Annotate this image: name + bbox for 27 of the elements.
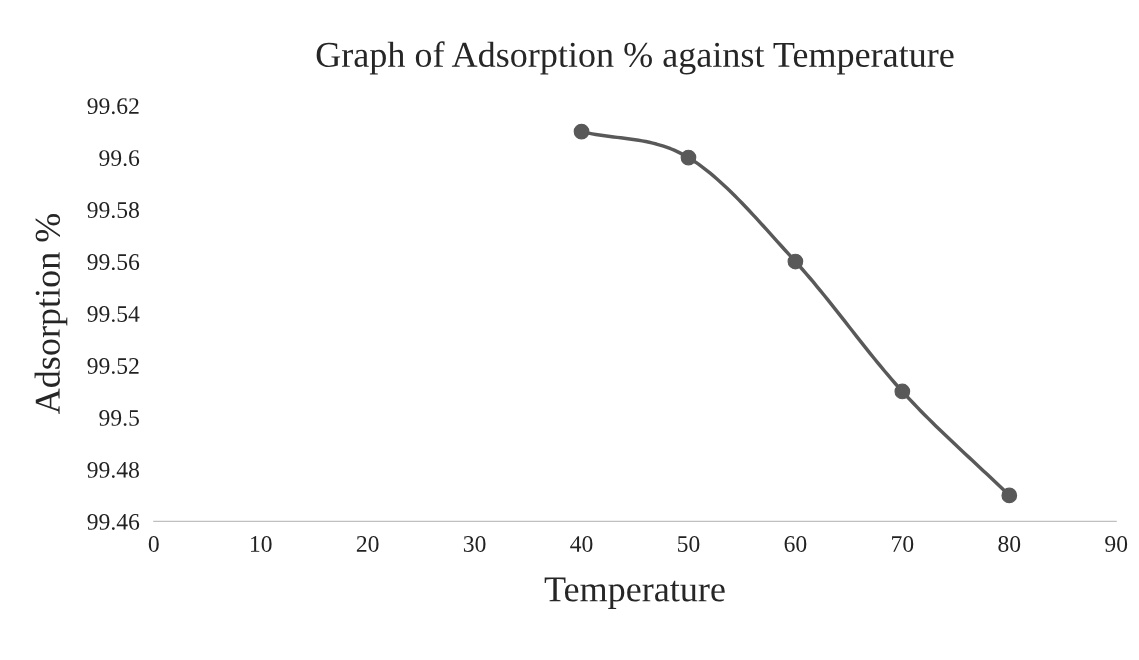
point — [787, 253, 804, 270]
y-tick-label: 99.52 — [87, 358, 139, 374]
x-tick-label: 60 — [784, 535, 807, 552]
x-tick-label: 10 — [250, 535, 272, 552]
y-tick-label: 99.5 — [99, 410, 139, 426]
y-axis-title: Adsorption % — [34, 213, 68, 414]
y-tick-label: 99.56 — [87, 254, 140, 271]
y-tick-label: 99.58 — [87, 202, 139, 219]
y-tick-label: 99.62 — [87, 98, 139, 115]
x-tick-label: 0 — [148, 535, 159, 552]
point — [1001, 487, 1018, 504]
point — [573, 123, 590, 140]
y-tick-label: 99.46 — [87, 513, 140, 530]
x-tick-label: 30 — [463, 535, 486, 552]
x-tick-label: 50 — [678, 535, 700, 552]
x-tick-label: 90 — [1105, 535, 1128, 552]
x-tick-label: 40 — [570, 535, 593, 552]
x-tick-label: 20 — [356, 535, 379, 552]
y-tick-label: 99.48 — [87, 461, 139, 478]
y-tick-label: 99.6 — [99, 150, 140, 167]
y-tick-label: 99.54 — [87, 306, 140, 323]
point — [680, 149, 697, 166]
chart-title: Graph of Adsorption % against Temperature — [316, 41, 954, 75]
x-axis-title: Temperature — [544, 577, 725, 609]
x-tick-label: 70 — [892, 535, 914, 552]
point — [894, 383, 911, 400]
x-tick-label: 80 — [998, 535, 1021, 552]
